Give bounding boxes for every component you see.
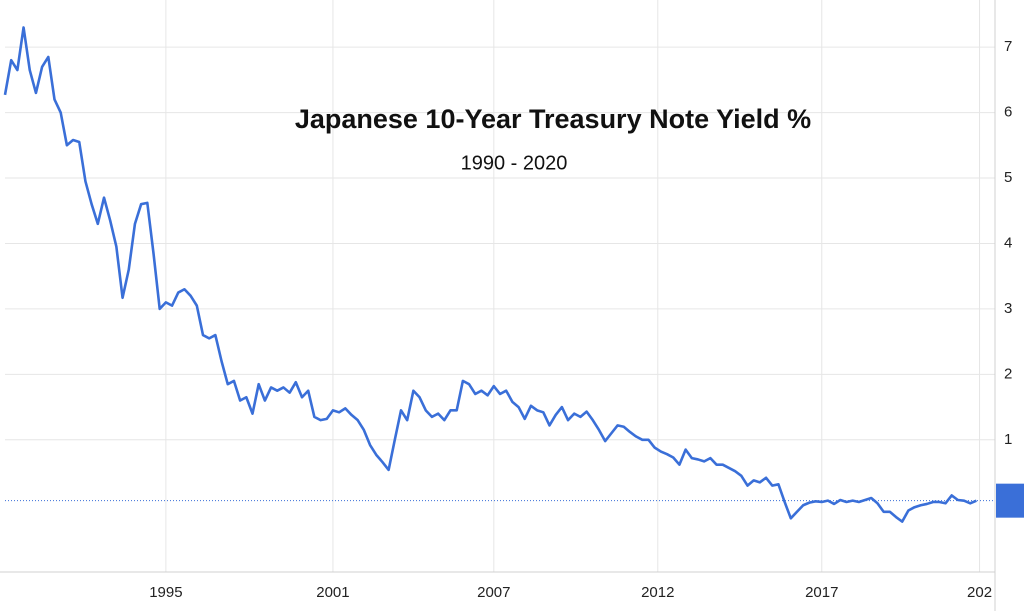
x-tick-label: 1995 bbox=[149, 584, 182, 601]
y-tick-label: 3 bbox=[1004, 300, 1012, 317]
plot-area bbox=[3, 26, 995, 523]
y-tick-label: 7 bbox=[1004, 38, 1012, 55]
x-tick-label: 202 bbox=[967, 584, 992, 601]
last-value-marker bbox=[996, 483, 1024, 518]
y-tick-label: 5 bbox=[1004, 169, 1012, 186]
y-tick-label: 1 bbox=[1004, 431, 1012, 448]
chart-title: Japanese 10-Year Treasury Note Yield % bbox=[295, 104, 811, 134]
y-tick-label: 6 bbox=[1004, 104, 1012, 121]
chart-subtitle: 1990 - 2020 bbox=[461, 152, 568, 174]
y-tick-label: 4 bbox=[1004, 234, 1012, 251]
x-tick-label: 2001 bbox=[316, 584, 349, 601]
x-tick-label: 2007 bbox=[477, 584, 510, 601]
x-tick-label: 2012 bbox=[641, 584, 674, 601]
x-tick-label: 2017 bbox=[805, 584, 838, 601]
grid bbox=[5, 0, 995, 572]
yield-line bbox=[3, 26, 977, 523]
y-tick-label: 2 bbox=[1004, 365, 1012, 382]
